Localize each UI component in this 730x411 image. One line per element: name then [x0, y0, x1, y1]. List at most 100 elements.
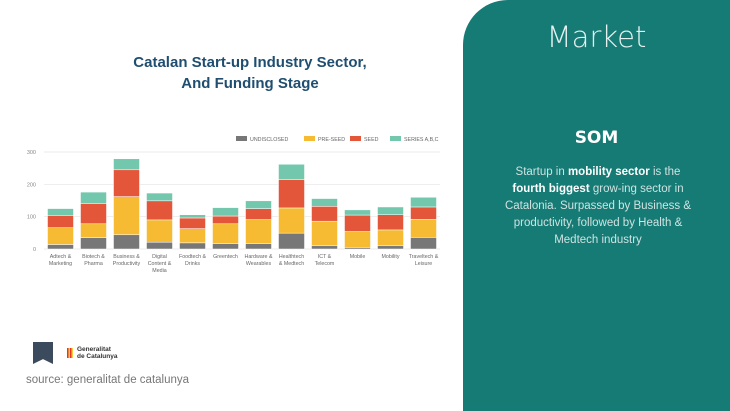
bar-segment-series-a-b-c [377, 206, 404, 215]
stacked-bar-chart: 0 100 200 300 Adtech &Marketing Biotech &Phar… [27, 136, 440, 274]
x-tick-label: Hardware & [245, 254, 273, 260]
bar-segment-seed [344, 214, 371, 232]
bar-segment-seed [113, 169, 140, 197]
bar-segment-seed [245, 208, 272, 220]
x-tick-label: Adtech & [50, 254, 72, 260]
bar-segment-undisclosed [245, 243, 272, 250]
x-tick-label: Greentech [213, 254, 238, 260]
desc-text: grow-ing sector in Catalonia. Surpassed … [504, 183, 692, 246]
x-tick-label: Business & [113, 254, 140, 260]
x-tick-label: Content & [148, 261, 172, 267]
bar-segment-pre-seed [113, 196, 140, 236]
bar-segment-pre-seed [278, 207, 305, 234]
x-tick-label: Leisure [415, 261, 432, 267]
bar-segment-seed [47, 215, 74, 228]
x-tick-label: Mobile [350, 254, 366, 260]
y-tick-label: 100 [27, 215, 36, 221]
bar-segment-series-a-b-c [80, 191, 107, 204]
x-tick-label: Media [152, 268, 166, 274]
bar-segment-seed [410, 206, 437, 220]
x-tick-label: Biotech & [82, 254, 105, 260]
source-note: source: generalitat de catalunya [26, 374, 190, 386]
x-tick-label: Marketing [49, 261, 72, 267]
legend-label: PRE-SEED [318, 137, 345, 143]
bar-segment-seed [311, 206, 338, 222]
legend-swatch [350, 136, 361, 141]
bar-segment-pre-seed [80, 223, 107, 238]
bar-segment-series-a-b-c [344, 209, 371, 216]
x-tick-label: Digital [152, 254, 167, 260]
bar-segment-undisclosed [47, 244, 74, 250]
bar-segment-series-a-b-c [146, 192, 173, 202]
institution-logo [33, 342, 53, 364]
catalan-flag-icon [67, 348, 73, 358]
x-tick-label: Foodtech & [179, 254, 207, 260]
bar-segment-seed [179, 217, 206, 229]
bar-segment-series-a-b-c [311, 198, 338, 207]
chart-title-line-1: Catalan Start-up Industry Sector, [133, 54, 367, 71]
x-tick-label: Mobility [382, 254, 400, 260]
chart-title-line-2: And Funding Stage [181, 75, 319, 92]
bar-segment-undisclosed [80, 237, 107, 250]
x-tick-label: ICT & [318, 254, 332, 260]
bar-segment-undisclosed [113, 234, 140, 250]
legend-swatch [304, 136, 315, 141]
bar-segment-pre-seed [146, 219, 173, 243]
logos: Generalitat de Catalunya [33, 342, 117, 364]
panel-subheading: SOM [574, 128, 619, 148]
x-tick-label: Telecom [315, 261, 335, 267]
y-tick-label: 300 [27, 150, 36, 156]
chart-title: Catalan Start-up Industry Sector, And Fu… [100, 52, 400, 94]
bar-segment-undisclosed [179, 242, 206, 250]
generalitat-logo: Generalitat de Catalunya [67, 346, 117, 360]
bar-segment-pre-seed [344, 231, 371, 248]
bar-segment-pre-seed [47, 227, 74, 245]
market-panel: Market SOM Startup in mobility sector is… [463, 0, 730, 411]
bar-segment-series-a-b-c [212, 207, 239, 217]
panel-description: Startup in mobility sector is the fourth… [503, 164, 693, 249]
bar-segment-seed [278, 179, 305, 209]
desc-text: Startup in [515, 166, 568, 178]
bar-segment-undisclosed [410, 237, 437, 250]
bar-segment-series-a-b-c [278, 164, 305, 180]
bar-segment-seed [212, 215, 239, 225]
x-tick-label: Healthtech [279, 254, 304, 260]
y-tick-label: 0 [33, 247, 36, 253]
bar-segment-pre-seed [311, 220, 338, 247]
bar-segment-undisclosed [377, 245, 404, 250]
bar-segment-pre-seed [245, 219, 272, 244]
logo-text-2: de Catalunya [77, 353, 118, 360]
bar-segment-series-a-b-c [47, 208, 74, 216]
panel-heading: Market [546, 20, 647, 54]
desc-bold: fourth biggest [512, 183, 590, 195]
legend-swatch [236, 136, 247, 141]
bar-segment-series-a-b-c [245, 200, 272, 209]
x-tick-label: Traveltech & [409, 254, 439, 260]
bar-segment-seed [146, 200, 173, 221]
x-tick-label: & Medtech [279, 261, 304, 267]
bar-segment-pre-seed [410, 219, 437, 238]
bar-segment-undisclosed [311, 245, 338, 250]
bar-segment-undisclosed [212, 243, 239, 250]
legend-label: SEED [364, 137, 379, 143]
bar-segment-seed [377, 214, 404, 231]
x-tick-label: Wearables [246, 261, 272, 267]
bar-segment-series-a-b-c [410, 197, 437, 208]
bar-segment-pre-seed [179, 228, 206, 244]
legend-label: UNDISCLOSED [250, 137, 288, 143]
bar-segment-series-a-b-c [113, 158, 140, 171]
y-tick-label: 200 [27, 182, 36, 188]
bar-segment-pre-seed [377, 229, 404, 247]
desc-bold: mobility sector [567, 166, 650, 178]
x-tick-label: Pharma [84, 261, 103, 267]
desc-text: is the [649, 166, 681, 178]
bar-segment-undisclosed [146, 241, 173, 250]
x-tick-label: Drinks [185, 261, 200, 267]
bar-segment-seed [80, 203, 107, 225]
logo-text-1: Generalitat [77, 346, 111, 353]
bar-segment-undisclosed [278, 232, 305, 250]
legend-swatch [390, 136, 401, 141]
x-tick-label: Productivity [113, 261, 141, 267]
bar-segment-pre-seed [212, 223, 239, 244]
legend-label: SERIES A,B,C [404, 137, 439, 143]
